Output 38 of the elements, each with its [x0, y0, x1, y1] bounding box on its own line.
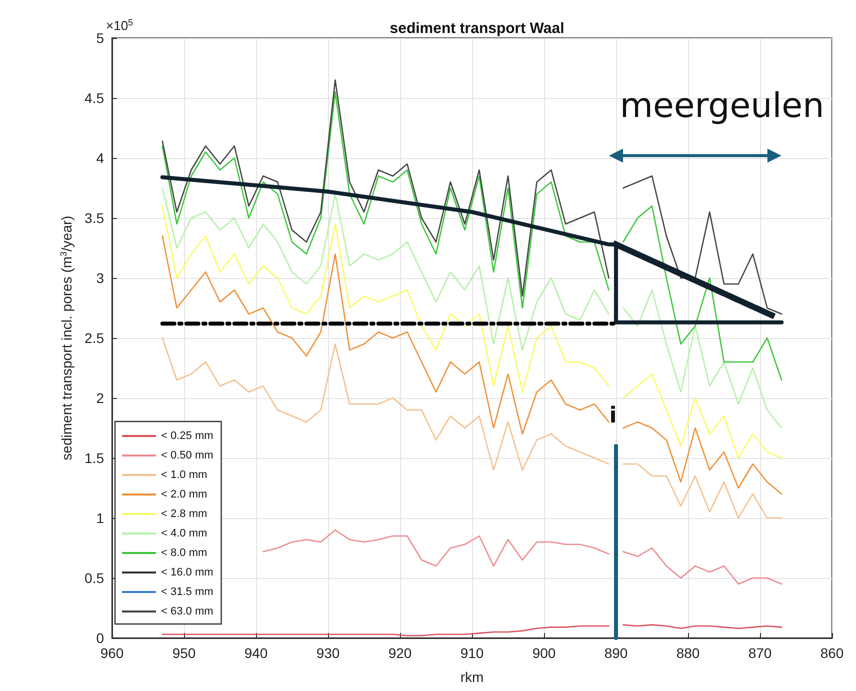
legend-label: < 4.0 mm	[161, 528, 208, 540]
y-tick-label: 3	[96, 270, 104, 286]
y-tick-label: 5	[96, 30, 104, 46]
y-tick-label: 4	[96, 150, 104, 166]
annotation: meergeulen	[620, 86, 824, 126]
y-tick-label: 1.5	[84, 450, 104, 466]
x-tick-label: 910	[460, 645, 484, 661]
x-tick-label: 860	[820, 645, 844, 661]
y-tick-label: 0	[96, 630, 104, 646]
y-tick-label: 2.5	[84, 330, 104, 346]
legend-label: < 16.0 mm	[161, 566, 214, 578]
x-tick-label: 870	[748, 645, 772, 661]
x-tick-label: 890	[604, 645, 628, 661]
y-tick-label: 0.5	[84, 570, 104, 586]
chart-title: sediment transport Waal	[390, 20, 564, 37]
x-tick-label: 880	[676, 645, 700, 661]
line-series	[160, 175, 784, 324]
legend-label: < 0.25 mm	[161, 430, 214, 442]
x-tick-label: 920	[388, 645, 412, 661]
legend-label: < 8.0 mm	[161, 547, 208, 559]
y-tick-label: 1	[96, 510, 104, 526]
y-tick-label: 4.5	[84, 90, 104, 106]
legend-label: < 0.50 mm	[161, 450, 214, 462]
y-tick-label: 3.5	[84, 210, 104, 226]
y-axis-title: sediment transport incl. pores (m3/year)	[58, 216, 74, 460]
x-tick-label: 930	[316, 645, 340, 661]
x-tick-label: 960	[100, 645, 124, 661]
legend-label: < 2.8 mm	[161, 508, 208, 520]
x-tick-label: 940	[244, 645, 268, 661]
legend-label: < 31.5 mm	[161, 586, 214, 598]
legend-label: < 63.0 mm	[161, 606, 214, 618]
y-tick-label: 2	[96, 390, 104, 406]
x-axis-title: rkm	[460, 669, 484, 685]
legend-label: < 1.0 mm	[161, 469, 208, 481]
x-tick-label: 900	[532, 645, 556, 661]
legend-label: < 2.0 mm	[161, 488, 208, 500]
annotation: i	[609, 404, 617, 428]
x-tick-label: 950	[172, 645, 196, 661]
